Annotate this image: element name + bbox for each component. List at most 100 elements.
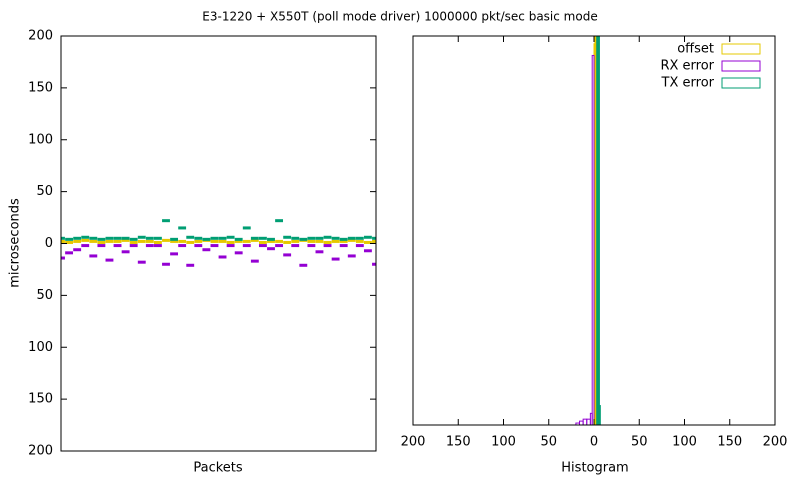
point	[65, 240, 74, 244]
point	[113, 236, 122, 240]
point	[105, 236, 114, 240]
point	[186, 240, 195, 244]
point	[145, 244, 154, 248]
point	[267, 237, 275, 241]
point	[339, 244, 348, 248]
y-axis-label: microseconds	[8, 198, 23, 288]
point	[331, 236, 340, 240]
point	[65, 251, 74, 255]
point	[242, 244, 251, 248]
point	[137, 235, 146, 239]
point	[347, 238, 356, 242]
point	[291, 239, 300, 243]
histogram-bar	[579, 420, 584, 425]
x-tick-label: 200	[401, 435, 426, 450]
point	[113, 239, 122, 243]
point	[97, 237, 106, 241]
point	[202, 248, 211, 252]
point	[283, 240, 292, 244]
legend-swatch	[721, 43, 761, 55]
x-tick-label: 150	[717, 435, 742, 450]
histogram-bar	[586, 418, 591, 425]
point	[129, 240, 138, 244]
point	[162, 238, 170, 242]
point	[307, 239, 316, 243]
point	[323, 240, 332, 244]
point	[73, 236, 82, 240]
point	[178, 239, 187, 243]
point	[194, 239, 203, 243]
x-tick-label: 150	[446, 435, 471, 450]
point	[226, 240, 235, 244]
x-axis-label: Packets	[193, 461, 243, 476]
point	[372, 262, 376, 266]
point	[250, 259, 259, 263]
point	[137, 260, 146, 264]
point	[323, 244, 332, 248]
point	[258, 236, 267, 240]
point	[275, 239, 284, 243]
point	[129, 244, 138, 248]
point	[81, 238, 90, 242]
y-tick-label: 150	[28, 392, 53, 407]
point	[194, 236, 203, 240]
y-tick-label: 0	[45, 236, 53, 251]
histogram-bar	[591, 54, 595, 425]
point	[73, 239, 82, 243]
point	[105, 258, 114, 262]
point	[145, 236, 154, 240]
point	[170, 252, 179, 256]
point	[315, 250, 324, 254]
x-tick-label: 50	[540, 435, 557, 450]
legend-label: offset	[677, 42, 714, 57]
point	[186, 235, 195, 239]
point	[291, 244, 300, 248]
y-tick-label: 100	[28, 132, 53, 147]
point	[258, 240, 267, 244]
point	[137, 239, 146, 243]
point	[97, 244, 106, 248]
point	[97, 240, 106, 244]
point	[363, 235, 372, 239]
x-tick-label: 100	[672, 435, 697, 450]
y-tick-label: 200	[28, 444, 53, 459]
y-tick-label: 50	[36, 184, 53, 199]
histogram-plot	[575, 36, 601, 425]
point	[339, 239, 348, 243]
point	[323, 235, 332, 239]
point	[363, 249, 372, 253]
point	[145, 239, 154, 243]
point	[81, 235, 90, 239]
point	[129, 237, 138, 241]
legend-swatch	[721, 60, 761, 72]
point	[210, 236, 219, 240]
point	[355, 239, 364, 243]
point	[153, 244, 162, 248]
point	[65, 237, 74, 241]
point	[121, 236, 130, 240]
point	[347, 236, 356, 240]
point	[113, 244, 122, 248]
point	[89, 236, 98, 240]
point	[210, 244, 219, 248]
point	[234, 237, 243, 241]
histogram-bar	[598, 36, 600, 425]
point	[121, 250, 130, 254]
point	[355, 244, 364, 248]
point	[89, 254, 98, 258]
point	[250, 238, 259, 242]
point	[275, 244, 284, 248]
legend-label: TX error	[661, 76, 715, 91]
point	[299, 263, 308, 267]
histogram-bar	[598, 405, 601, 425]
point	[210, 239, 219, 243]
y-tick-label: 100	[28, 340, 53, 355]
point	[162, 219, 170, 223]
point	[218, 236, 227, 240]
point	[267, 247, 275, 251]
y-tick-label: 200	[28, 29, 53, 44]
point	[153, 240, 162, 244]
point	[307, 244, 316, 248]
histogram-bar	[582, 418, 588, 425]
point	[105, 239, 114, 243]
